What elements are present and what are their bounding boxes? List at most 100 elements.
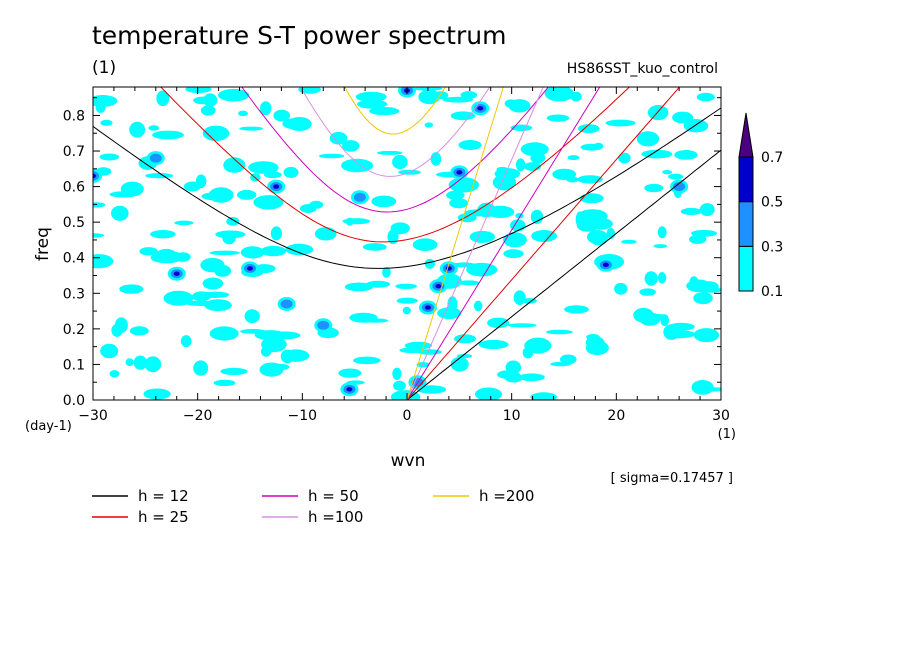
contour-patch <box>614 282 628 295</box>
contour-core <box>602 262 609 268</box>
contour-patch <box>129 326 149 336</box>
colorbar-segment <box>738 156 754 203</box>
contour-patch <box>689 276 699 290</box>
contour-patch <box>270 331 301 340</box>
chart-title: temperature S-T power spectrum <box>92 21 506 50</box>
contour-patch <box>460 91 478 100</box>
contour-patch <box>202 125 230 141</box>
contour-patch <box>657 226 667 239</box>
contour-patch <box>369 107 400 116</box>
contour-patch <box>287 117 312 131</box>
contour-patch <box>576 218 599 232</box>
legend-label: h = 50 <box>308 487 359 505</box>
contour-patch <box>362 243 387 251</box>
contour-patch <box>338 368 362 378</box>
contour-patch <box>478 339 509 350</box>
contour-patch <box>424 122 433 128</box>
contour-patch <box>560 354 577 365</box>
contour-peak <box>673 182 686 192</box>
kelvin-curve-12 <box>406 149 721 400</box>
contour-patch <box>518 373 545 382</box>
contour-patch <box>240 329 267 334</box>
contour-patch <box>390 222 410 235</box>
contour-patch <box>446 190 465 200</box>
kelvin-curve-200 <box>406 87 504 400</box>
contour-patch <box>579 193 604 204</box>
contour-patch <box>270 363 290 371</box>
contour-patch <box>522 346 534 359</box>
contour-patch <box>691 380 714 395</box>
legend: h = 12 h = 25 h = 50 h =100 h =200 <box>92 487 534 526</box>
contour-patch <box>546 114 570 122</box>
contour-patch <box>647 105 669 121</box>
ig-curve-25 <box>160 87 631 243</box>
y-tick-label: 0.4 <box>63 251 85 267</box>
contour-patch <box>371 195 397 208</box>
contour-patch <box>253 195 284 210</box>
axis-ticks <box>92 87 722 401</box>
contour-patch <box>193 360 209 376</box>
contour-patch <box>449 198 469 209</box>
contour-patch <box>662 170 672 175</box>
contour-patch <box>585 341 609 355</box>
contour-patch <box>520 142 549 157</box>
contour-patch <box>244 309 260 324</box>
contour-patch <box>299 204 317 213</box>
legend-label: h =100 <box>308 508 363 526</box>
contour-patch <box>222 231 236 245</box>
contour-patch <box>200 105 216 116</box>
contour-core <box>273 184 280 189</box>
contour-patch <box>382 266 391 278</box>
contour-patch <box>357 99 388 109</box>
contour-patch <box>393 380 406 391</box>
contour-patch <box>214 265 232 277</box>
contour-patch <box>699 203 715 217</box>
colorbar-extension <box>738 112 754 158</box>
contour-patch <box>564 305 589 314</box>
contour-core <box>346 387 353 392</box>
contour-patch <box>180 335 192 348</box>
contour-patch <box>552 168 577 180</box>
contour-patch <box>395 283 417 289</box>
x-tick-labels: −30 −20 −10 0 10 20 30 <box>78 408 730 424</box>
legend-label: h = 25 <box>138 508 189 526</box>
contour-patch <box>174 220 194 226</box>
contour-patch <box>114 317 128 334</box>
contour-patch <box>209 326 239 341</box>
contour-patch <box>195 174 207 189</box>
contour-patch <box>139 247 158 256</box>
contour-patch <box>285 243 314 256</box>
contour-patch <box>402 306 411 315</box>
colorbar-label: 0.1 <box>761 284 783 300</box>
contour-patch <box>672 111 694 124</box>
contour-patch <box>150 230 176 239</box>
contour-patch <box>93 95 118 107</box>
y-tick-label: 0.1 <box>63 357 85 373</box>
contour-patch <box>416 385 447 394</box>
contour-peak <box>353 192 366 202</box>
contour-peak <box>317 320 330 330</box>
contour-patch <box>665 330 696 339</box>
contour-patch <box>633 307 654 323</box>
contour-patch <box>238 110 248 117</box>
contour-patch <box>213 379 236 387</box>
contour-patch <box>644 271 658 286</box>
ig-curve-12 <box>93 107 721 269</box>
contour-core <box>93 173 96 179</box>
contour-patch <box>416 362 430 368</box>
contour-patch <box>133 355 148 370</box>
contour-patch <box>513 290 526 306</box>
contour-patch <box>530 209 544 224</box>
contour-patch <box>93 202 106 208</box>
contour-patch <box>474 300 483 312</box>
contour-patch <box>644 183 664 193</box>
contour-patch <box>567 155 580 161</box>
kelvin-curve-50 <box>406 87 601 400</box>
contour-patch <box>390 390 421 400</box>
x-tick-label: −30 <box>78 408 108 424</box>
legend-label: h =200 <box>479 487 534 505</box>
contour-patch <box>200 291 230 298</box>
contour-patch <box>466 262 498 277</box>
y-tick-label: 0.0 <box>63 393 85 409</box>
